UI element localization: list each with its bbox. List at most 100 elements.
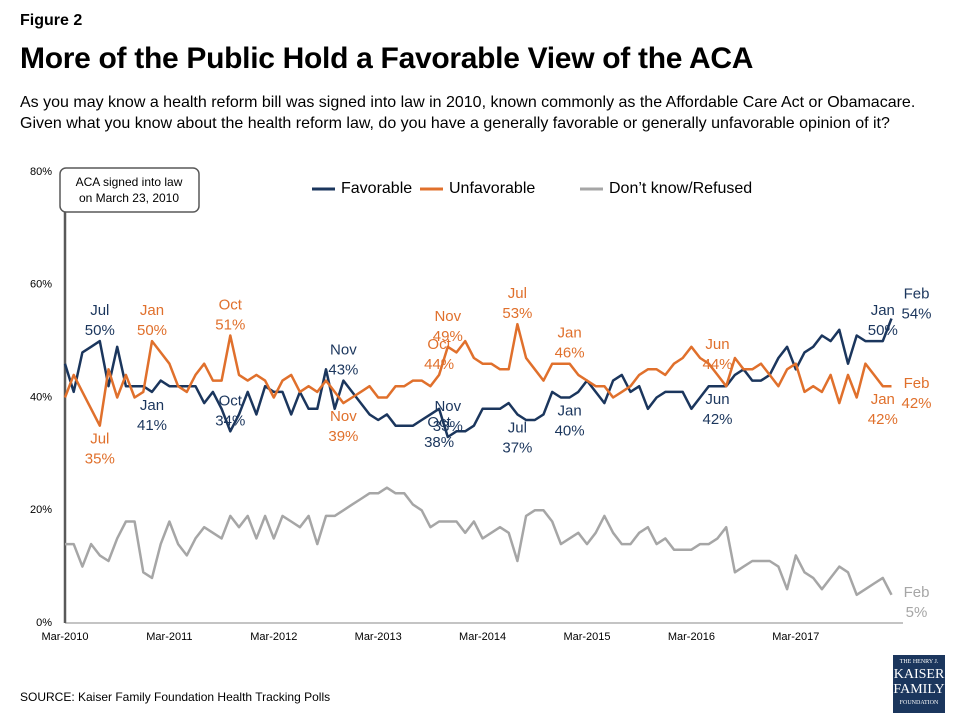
y-tick-label: 60%	[30, 279, 52, 291]
data-label: Jul 50%	[85, 302, 115, 339]
data-label-line: 5%	[906, 604, 928, 621]
data-label: Feb 42%	[901, 375, 931, 412]
data-label: Jan 40%	[555, 402, 585, 439]
x-tick-label: Mar-2014	[459, 631, 506, 643]
data-label: Jun 42%	[702, 391, 732, 428]
data-label: Oct 34%	[215, 392, 245, 429]
data-label-line: 46%	[555, 345, 585, 362]
data-label-line: Jan	[871, 302, 895, 319]
data-label-line: 41%	[137, 417, 167, 434]
data-label-line: Jan	[140, 302, 164, 319]
data-label: Jul 37%	[502, 419, 532, 456]
data-label: Jan 46%	[555, 325, 585, 362]
legend-label: Don’t know/Refused	[609, 180, 752, 197]
data-label-line: Jul	[508, 419, 527, 436]
data-label-line: Oct	[219, 392, 243, 409]
series-line	[63, 318, 893, 439]
data-label: Nov 49%	[433, 308, 463, 345]
x-tick-label: Mar-2016	[668, 631, 715, 643]
data-label-line: 50%	[137, 322, 167, 339]
data-label: Jan 50%	[137, 302, 167, 339]
data-label: Nov 33%	[433, 398, 463, 435]
data-label-line: Feb	[904, 375, 930, 392]
data-label: Jul 53%	[502, 285, 532, 322]
data-label: Feb 5%	[904, 584, 930, 621]
x-tick-label: Mar-2010	[41, 631, 88, 643]
chart-title: More of the Public Hold a Favorable View…	[20, 42, 754, 75]
x-tick-label: Mar-2011	[146, 631, 192, 643]
data-label-line: Feb	[904, 286, 930, 303]
data-label-line: 39%	[328, 428, 358, 445]
data-label: Nov 39%	[328, 408, 358, 445]
annotation-text: ACA signed into law	[76, 175, 183, 189]
data-label-line: Jan	[558, 325, 582, 342]
data-label: Jul 35%	[85, 431, 115, 468]
data-label-line: 35%	[85, 451, 115, 468]
data-label-line: Oct	[427, 336, 451, 353]
series-line	[63, 322, 892, 427]
data-label-line: 42%	[702, 411, 732, 428]
x-tick-label: Mar-2015	[563, 631, 610, 643]
logo-text: KAISER	[893, 667, 945, 682]
figure-label: Figure 2	[20, 12, 83, 29]
y-tick-label: 80%	[30, 166, 52, 178]
data-label: Feb 54%	[901, 286, 931, 323]
data-label-line: 49%	[433, 328, 463, 345]
data-label-line: 44%	[702, 356, 732, 373]
logo: THE HENRY J. KAISER FAMILY FOUNDATION	[893, 655, 945, 713]
logo-text: FAMILY	[893, 682, 945, 697]
data-label-line: Jan	[140, 397, 164, 414]
data-label-line: 33%	[433, 418, 463, 435]
logo-text: THE HENRY J.	[899, 659, 939, 665]
data-label-line: Oct	[427, 414, 451, 431]
data-label-line: Jan	[871, 391, 895, 408]
data-label-line: Nov	[330, 342, 357, 359]
x-tick-label: Mar-2012	[250, 631, 297, 643]
annotation-box	[59, 167, 200, 213]
data-label-line: 38%	[424, 434, 454, 451]
annotation-text: on March 23, 2010	[79, 191, 179, 205]
data-label-line: Feb	[904, 584, 930, 601]
data-label: Jan 41%	[137, 397, 167, 434]
legend-label: Unfavorable	[449, 180, 535, 197]
y-tick-label: 0%	[36, 617, 52, 629]
data-label: Oct 38%	[424, 414, 454, 451]
data-label-line: 44%	[424, 356, 454, 373]
data-label-line: Jul	[90, 302, 109, 319]
y-tick-label: 20%	[30, 504, 52, 516]
data-label-line: Jun	[705, 391, 729, 408]
data-label-line: 42%	[901, 395, 931, 412]
data-label-line: Jun	[705, 336, 729, 353]
x-tick-label: Mar-2013	[355, 631, 402, 643]
y-tick-label: 40%	[30, 391, 52, 403]
data-label-line: 42%	[868, 411, 898, 428]
data-label-line: Jul	[90, 431, 109, 448]
data-label-line: Jul	[508, 285, 527, 302]
source: SOURCE: Kaiser Family Foundation Health …	[20, 690, 331, 704]
data-label-line: 43%	[328, 362, 358, 379]
data-label-line: 54%	[901, 306, 931, 323]
data-label-line: 50%	[85, 322, 115, 339]
data-label-line: Oct	[219, 296, 243, 313]
data-label-line: 51%	[215, 316, 245, 333]
data-label: Jun 44%	[702, 336, 732, 373]
data-label-line: 37%	[502, 439, 532, 456]
data-label: Jan 42%	[868, 391, 898, 428]
data-label-line: Jan	[558, 402, 582, 419]
data-label-line: Nov	[434, 398, 461, 415]
data-label-line: 50%	[868, 322, 898, 339]
data-label-line: Nov	[434, 308, 461, 325]
x-tick-label: Mar-2017	[772, 631, 819, 643]
data-label-line: Nov	[330, 408, 357, 425]
data-label-line: 53%	[502, 305, 532, 322]
data-label-line: 34%	[215, 412, 245, 429]
data-label: Oct 51%	[215, 296, 245, 333]
legend-label: Favorable	[341, 180, 412, 197]
series-line	[65, 486, 893, 597]
data-label: Jan 50%	[868, 302, 898, 339]
data-label-line: 40%	[555, 422, 585, 439]
logo-text: FOUNDATION	[899, 700, 939, 706]
subtitle: As you may know a health reform bill was…	[20, 94, 916, 132]
data-label: Oct 44%	[424, 336, 454, 373]
